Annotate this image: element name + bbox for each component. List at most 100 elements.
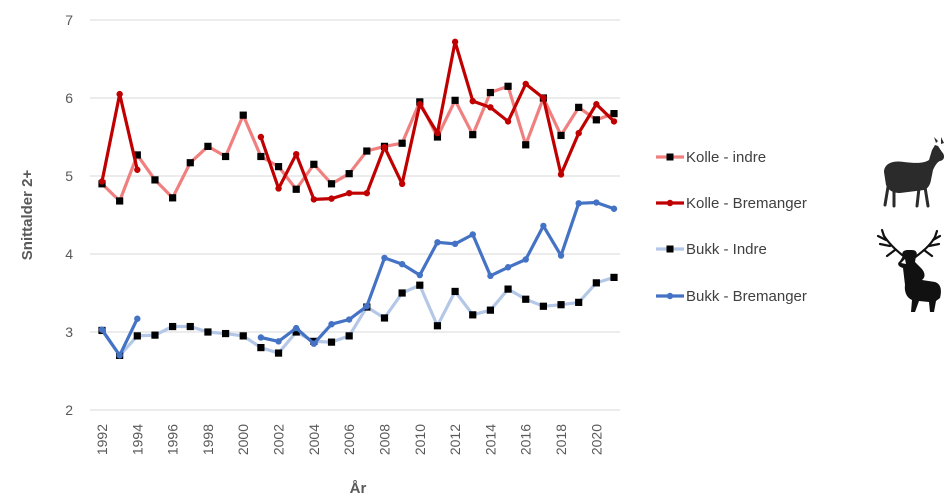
data-point (257, 152, 265, 161)
data-point (469, 131, 477, 139)
data-point (504, 118, 512, 125)
data-point (292, 328, 300, 336)
x-axis-ticks: 1992 1994 1996 1998 2000 2002 2004 2006 2008 2010… (94, 424, 604, 455)
data-point (487, 272, 494, 280)
x-tick-label: 1996 (165, 424, 181, 455)
data-point (169, 194, 177, 202)
data-point (239, 111, 247, 119)
data-point (186, 159, 194, 167)
legend-label: Kolle - Bremanger (686, 195, 807, 212)
data-point (274, 163, 283, 171)
data-point (98, 326, 106, 333)
x-tick-label: 2018 (553, 424, 569, 455)
data-point (593, 199, 600, 206)
data-point (327, 338, 336, 346)
data-point (381, 143, 388, 151)
gridlines (90, 19, 620, 411)
legend-item: Bukk - Bremanger (656, 288, 807, 305)
data-point (239, 332, 247, 340)
x-tick-label: 2010 (412, 424, 428, 455)
data-point (328, 195, 335, 202)
data-point (98, 178, 106, 185)
data-point (134, 166, 141, 173)
data-point (275, 338, 282, 345)
data-point (398, 289, 406, 297)
data-point (257, 334, 265, 341)
data-point (398, 180, 406, 187)
data-point (504, 82, 512, 90)
data-point (363, 303, 371, 310)
data-point (522, 295, 530, 303)
legend-label: Bukk - Bremanger (686, 288, 807, 305)
x-tick-label: 1994 (129, 424, 145, 455)
data-point (469, 311, 477, 319)
data-point (293, 324, 300, 332)
data-point (433, 133, 442, 141)
data-point (133, 151, 141, 159)
y-axis-ticks: 2 3 4 5 6 7 (65, 12, 73, 418)
legend-marker (666, 153, 674, 161)
data-point (592, 279, 600, 287)
y-axis-title: Snittalder 2+ (19, 170, 36, 261)
data-point (275, 185, 282, 192)
data-point (557, 171, 565, 178)
data-point (610, 110, 618, 118)
y-tick-label: 5 (65, 168, 73, 184)
series-bukk-bremanger (98, 199, 618, 359)
legend-label: Bukk - Indre (686, 241, 767, 258)
data-point (451, 240, 459, 248)
x-tick-label: 2006 (341, 424, 357, 455)
data-point (539, 302, 547, 310)
legend: Kolle - indre Kolle - Bremanger Bukk - Ind… (656, 149, 807, 305)
data-point (204, 328, 212, 336)
data-point (540, 94, 547, 102)
series-kolle-indre (98, 82, 618, 205)
x-tick-label: 1998 (200, 424, 216, 455)
data-point (363, 147, 371, 155)
data-point (522, 80, 529, 88)
stag-icon (876, 228, 942, 312)
data-point (504, 285, 512, 293)
series-kolle-bremanger (98, 38, 618, 203)
data-point (310, 196, 318, 203)
data-point (575, 129, 582, 137)
x-tick-label: 2020 (588, 424, 604, 455)
series-layer (98, 38, 618, 359)
data-point (116, 90, 123, 98)
data-point (433, 322, 442, 330)
data-point (133, 332, 141, 340)
x-tick-label: 2012 (447, 424, 463, 455)
series-line (100, 275, 616, 357)
data-point (522, 256, 529, 263)
legend-marker (666, 245, 674, 253)
data-point (610, 205, 618, 212)
data-point (134, 315, 141, 322)
legend-label: Kolle - indre (686, 149, 766, 166)
series-line (100, 84, 616, 203)
data-point (575, 103, 583, 111)
deer-hind-icon (883, 137, 945, 208)
x-tick-label: 2014 (482, 424, 498, 455)
data-point (257, 344, 265, 352)
data-point (416, 271, 423, 279)
data-point (328, 321, 335, 328)
data-point (116, 197, 124, 205)
data-point (434, 239, 441, 246)
data-point (381, 254, 388, 262)
y-tick-label: 2 (65, 402, 73, 418)
data-point (221, 329, 230, 338)
data-point (504, 264, 512, 271)
data-point (221, 152, 230, 161)
data-point (345, 316, 353, 323)
legend-item: Kolle - Bremanger (656, 195, 807, 212)
y-tick-label: 3 (65, 324, 73, 340)
legend-item: Bukk - Indre (656, 241, 767, 258)
data-point (327, 180, 336, 188)
x-tick-label: 2004 (306, 424, 322, 455)
data-point (451, 38, 459, 46)
data-point (380, 314, 389, 322)
data-point (345, 332, 353, 340)
data-point (116, 352, 123, 359)
data-point (451, 287, 459, 296)
data-point (204, 142, 212, 150)
